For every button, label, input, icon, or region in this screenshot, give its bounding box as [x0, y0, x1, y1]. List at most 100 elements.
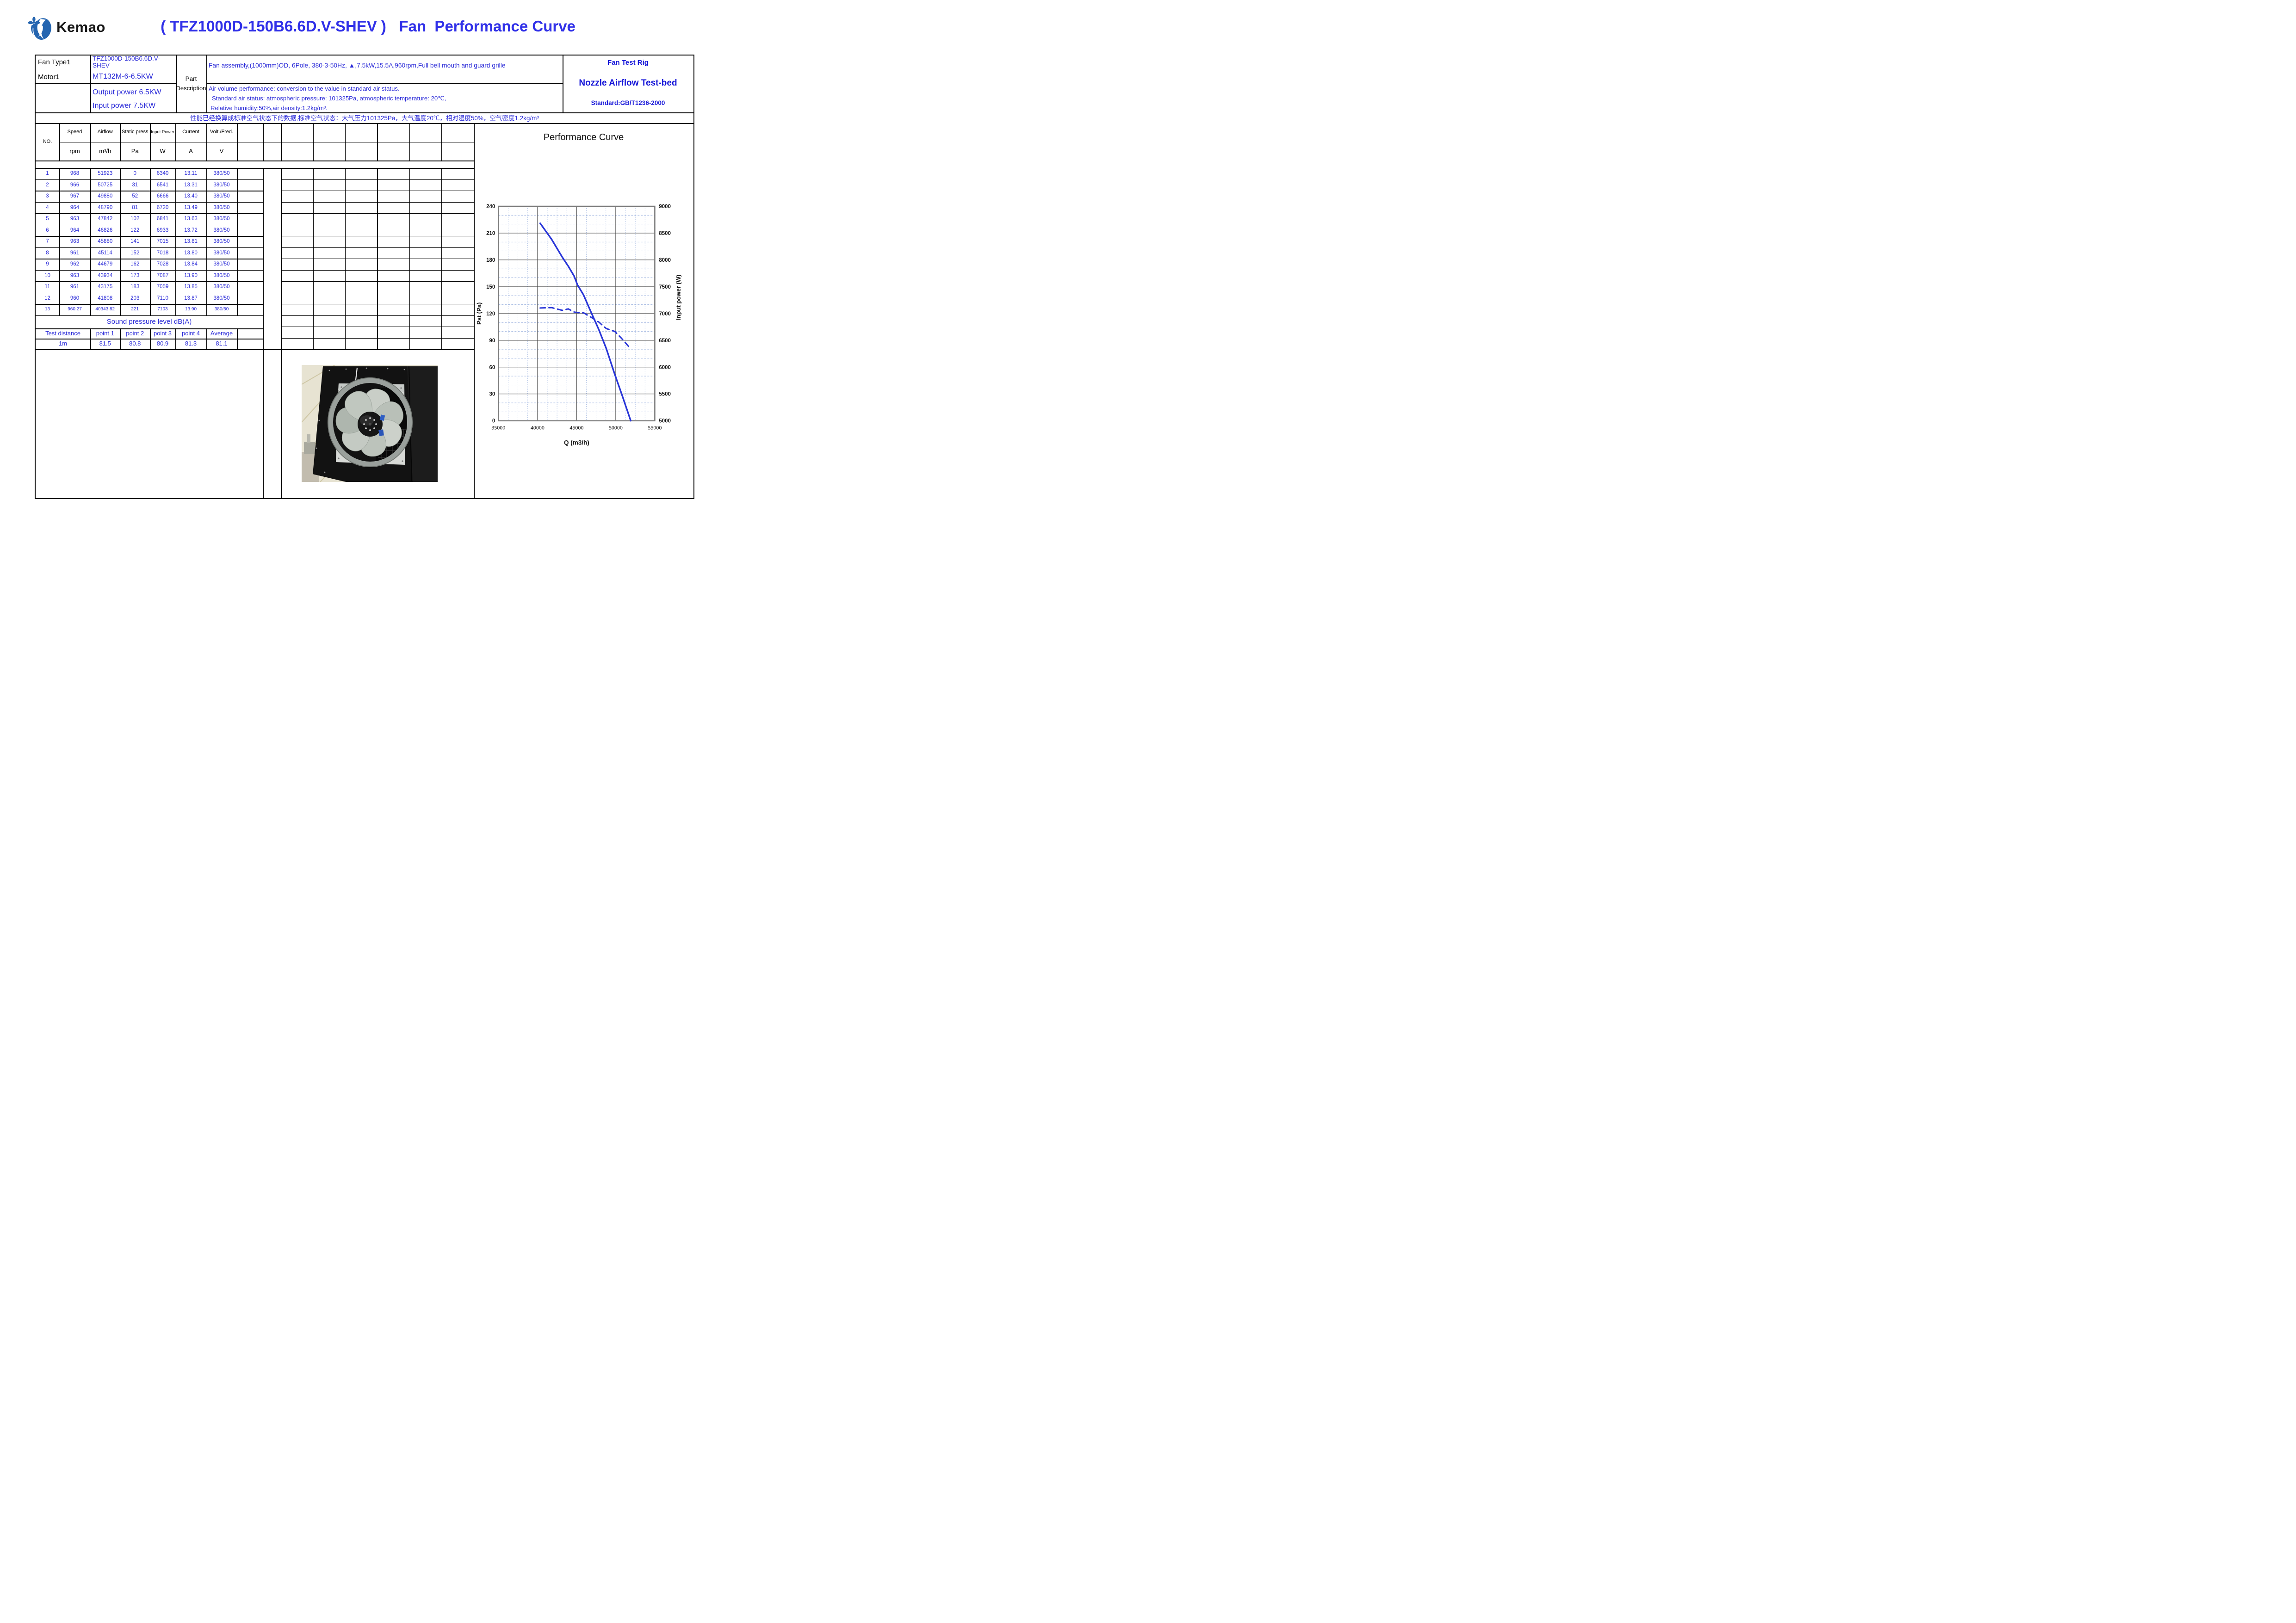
- column-header: Speed: [67, 129, 82, 135]
- plot-border: [498, 205, 656, 421]
- grid-line: [120, 123, 121, 160]
- table-cell: 380/50: [213, 250, 230, 256]
- table-cell: 380/50: [213, 284, 230, 290]
- grid-line: [90, 56, 91, 112]
- grid-line: [36, 270, 263, 271]
- table-cell: 960.27: [68, 306, 82, 312]
- x-tick: 50000: [609, 425, 623, 431]
- grid-line: [90, 328, 91, 349]
- y-right-tick: 8000: [659, 258, 671, 263]
- x-tick: 35000: [491, 425, 505, 431]
- y-right-tick: 8500: [659, 231, 671, 236]
- table-cell: 5: [46, 216, 49, 222]
- table-cell: 380/50: [213, 193, 230, 199]
- sound-header: point 1: [96, 329, 114, 337]
- logo-text: Kemao: [56, 19, 105, 35]
- table-cell: 6: [46, 227, 49, 233]
- column-unit: m³/h: [99, 147, 111, 154]
- fan-type-value: TFZ1000D-150B6.6D.V-SHEV: [93, 55, 160, 69]
- table-cell: 7059: [156, 284, 169, 290]
- grid-line: [36, 179, 263, 180]
- table-cell: 11: [44, 284, 50, 290]
- y-left-tick: 30: [489, 392, 495, 397]
- table-cell: 380/50: [213, 295, 230, 301]
- y-right-tick: 5000: [659, 419, 671, 424]
- desc-standard-air: Standard air status: atmospheric pressur…: [212, 94, 446, 102]
- column-header: Volt./Fred.: [210, 129, 234, 135]
- grid-line: [36, 281, 263, 282]
- table-cell: 7015: [156, 239, 169, 245]
- datasheet-page: Kemao ( TFZ1000D-150B6.6D.V-SHEV ) Fan P…: [0, 0, 718, 507]
- table-cell: 13.63: [184, 216, 198, 222]
- y-left-tick: 150: [486, 284, 495, 290]
- sound-header: point 4: [181, 329, 200, 337]
- table-cell: 380/50: [213, 204, 230, 210]
- table-cell: 10: [44, 272, 50, 278]
- x-axis-label: Q (m3/h): [564, 439, 589, 446]
- table-cell: 9: [46, 261, 49, 267]
- table-cell: 7: [46, 239, 49, 245]
- grid-line: [441, 123, 442, 160]
- performance-curve-title: Performance Curve: [543, 132, 624, 143]
- grid-line: [237, 123, 238, 160]
- fan-type-label: Fan Type1: [38, 58, 71, 66]
- grid-line: [59, 123, 60, 160]
- column-unit: A: [189, 147, 193, 154]
- x-tick: 55000: [648, 425, 662, 431]
- grid-line: [280, 123, 282, 160]
- table-cell: 50725: [98, 182, 113, 188]
- sound-value: 80.9: [156, 340, 169, 347]
- grid-line: [206, 168, 207, 315]
- grid-line: [36, 292, 263, 293]
- table-cell: 964: [70, 227, 80, 233]
- table-cell: 31: [132, 182, 138, 188]
- table-cell: 964: [70, 204, 80, 210]
- grid-line: [175, 328, 176, 349]
- page-title: ( TFZ1000D-150B6.6D.V-SHEV ) Fan Perform…: [161, 18, 576, 35]
- table-cell: 48790: [98, 204, 113, 210]
- y-left-tick: 180: [486, 258, 495, 263]
- grid-line: [409, 168, 410, 349]
- table-cell: 47842: [98, 216, 113, 222]
- grid-line: [36, 82, 176, 84]
- grid-line: [120, 328, 121, 349]
- column-header: Airflow: [97, 129, 113, 135]
- column-unit: W: [160, 147, 166, 154]
- table-cell: 13: [44, 306, 50, 312]
- column-unit: V: [219, 147, 224, 154]
- grid-line: [150, 328, 151, 349]
- table-cell: 8: [46, 250, 49, 256]
- table-cell: 12: [44, 295, 50, 301]
- table-cell: 7110: [157, 295, 168, 301]
- grid-line: [36, 315, 263, 316]
- table-cell: 6340: [156, 171, 169, 177]
- y-left-tick: 0: [492, 419, 495, 424]
- table-cell: 7103: [157, 306, 168, 312]
- table-cell: 6720: [156, 204, 169, 210]
- sound-header: Average: [210, 329, 233, 337]
- sound-header: point 2: [126, 329, 144, 337]
- table-cell: 49880: [98, 193, 113, 199]
- column-unit: rpm: [69, 147, 80, 154]
- grid-line: [90, 123, 91, 160]
- table-cell: 45114: [98, 250, 112, 256]
- x-tick: 45000: [569, 425, 583, 431]
- y-left-tick: 90: [489, 338, 495, 344]
- table-cell: 380/50: [213, 227, 230, 233]
- table-cell: 13.90: [184, 272, 198, 278]
- sound-value: 81.1: [216, 340, 228, 347]
- y-right-tick: 7000: [659, 311, 671, 317]
- table-cell: 961: [70, 284, 80, 290]
- desc-humidity: Relative humidity:50%,air density:1.2kg/…: [210, 104, 328, 111]
- output-power: Output power 6.5KW: [93, 88, 161, 97]
- table-cell: 162: [130, 261, 140, 267]
- y-right-tick: 9000: [659, 204, 671, 210]
- grid-line: [150, 123, 151, 160]
- table-cell: 43934: [98, 272, 113, 278]
- grid-line: [206, 328, 207, 349]
- table-cell: 380/50: [213, 171, 230, 177]
- kemao-logo: Kemao: [27, 14, 105, 41]
- grid-line: [175, 123, 176, 160]
- table-cell: 81: [132, 204, 138, 210]
- grid-line: [36, 247, 263, 248]
